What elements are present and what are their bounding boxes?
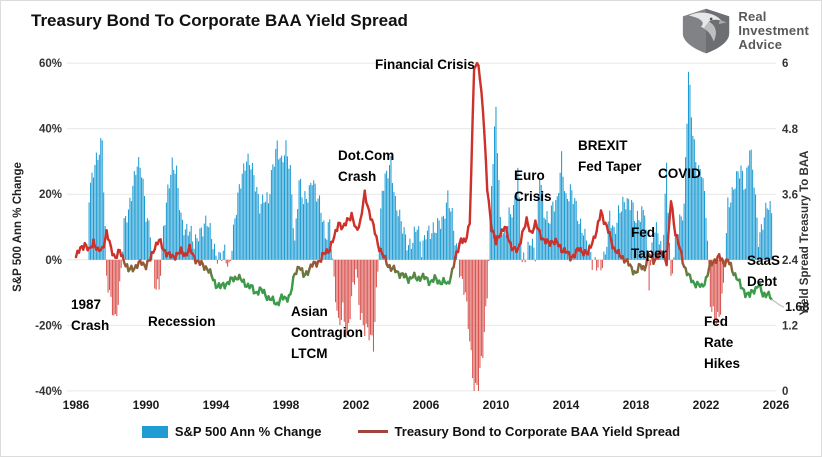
brand-logo: Real Investment Advice	[680, 7, 809, 55]
left-axis-title: S&P 500 Ann % Change	[12, 162, 24, 292]
legend: S&P 500 Ann % Change Treasury Bond to Co…	[1, 424, 821, 439]
chart-title: Treasury Bond To Corporate BAA Yield Spr…	[31, 11, 408, 30]
svg-text:1.2: 1.2	[782, 320, 798, 332]
legend-item-sp500: S&P 500 Ann % Change	[141, 424, 322, 439]
svg-text:2026: 2026	[763, 398, 790, 412]
svg-text:-20%: -20%	[35, 320, 62, 332]
brand-line-2: Investment	[738, 23, 809, 38]
spread-end-value-label: 1.68	[771, 298, 809, 314]
right-axis-title: Yield Spread Treasury To BAA	[799, 150, 811, 316]
axis-tick-labels: 60% 40% 20% 0% -20% -40% 6 4.8 3.6 2.4 1.2 0 1986 199…	[35, 58, 798, 412]
svg-text:4.8: 4.8	[782, 124, 799, 136]
svg-text:1990: 1990	[133, 398, 160, 412]
sp500-bars	[88, 71, 773, 391]
svg-text:6: 6	[782, 58, 788, 70]
legend-label-spread: Treasury Bond to Corporate BAA Yield Spr…	[394, 424, 681, 439]
svg-text:3.6: 3.6	[782, 189, 798, 201]
svg-text:0%: 0%	[45, 255, 62, 267]
svg-text:1994: 1994	[203, 398, 230, 412]
spread-line	[74, 62, 773, 307]
brand-line-3: Advice	[738, 37, 783, 52]
svg-text:-40%: -40%	[35, 386, 62, 398]
svg-text:2006: 2006	[413, 398, 440, 412]
svg-text:2002: 2002	[343, 398, 370, 412]
svg-text:1998: 1998	[273, 398, 300, 412]
svg-text:0: 0	[782, 386, 788, 398]
legend-label-sp500: S&P 500 Ann % Change	[174, 424, 322, 439]
brand-name: Real Investment Advice	[738, 10, 809, 52]
svg-text:40%: 40%	[39, 124, 62, 136]
brand-line-1: Real	[738, 9, 767, 24]
svg-text:2.4: 2.4	[782, 255, 799, 267]
legend-line-swatch	[357, 429, 388, 434]
eagle-shield-icon	[683, 8, 730, 54]
legend-bar-swatch	[141, 425, 168, 438]
legend-item-spread: Treasury Bond to Corporate BAA Yield Spr…	[357, 424, 681, 439]
svg-text:2022: 2022	[693, 398, 720, 412]
svg-text:20%: 20%	[39, 189, 62, 201]
svg-text:1.68: 1.68	[785, 300, 809, 314]
svg-text:2010: 2010	[483, 398, 510, 412]
svg-text:2018: 2018	[623, 398, 650, 412]
svg-text:60%: 60%	[39, 58, 62, 70]
svg-text:1986: 1986	[63, 398, 90, 412]
svg-text:2014: 2014	[553, 398, 580, 412]
chart-canvas: 60% 40% 20% 0% -20% -40% 6 4.8 3.6 2.4 1.2 0 1986 199…	[35, 58, 809, 412]
